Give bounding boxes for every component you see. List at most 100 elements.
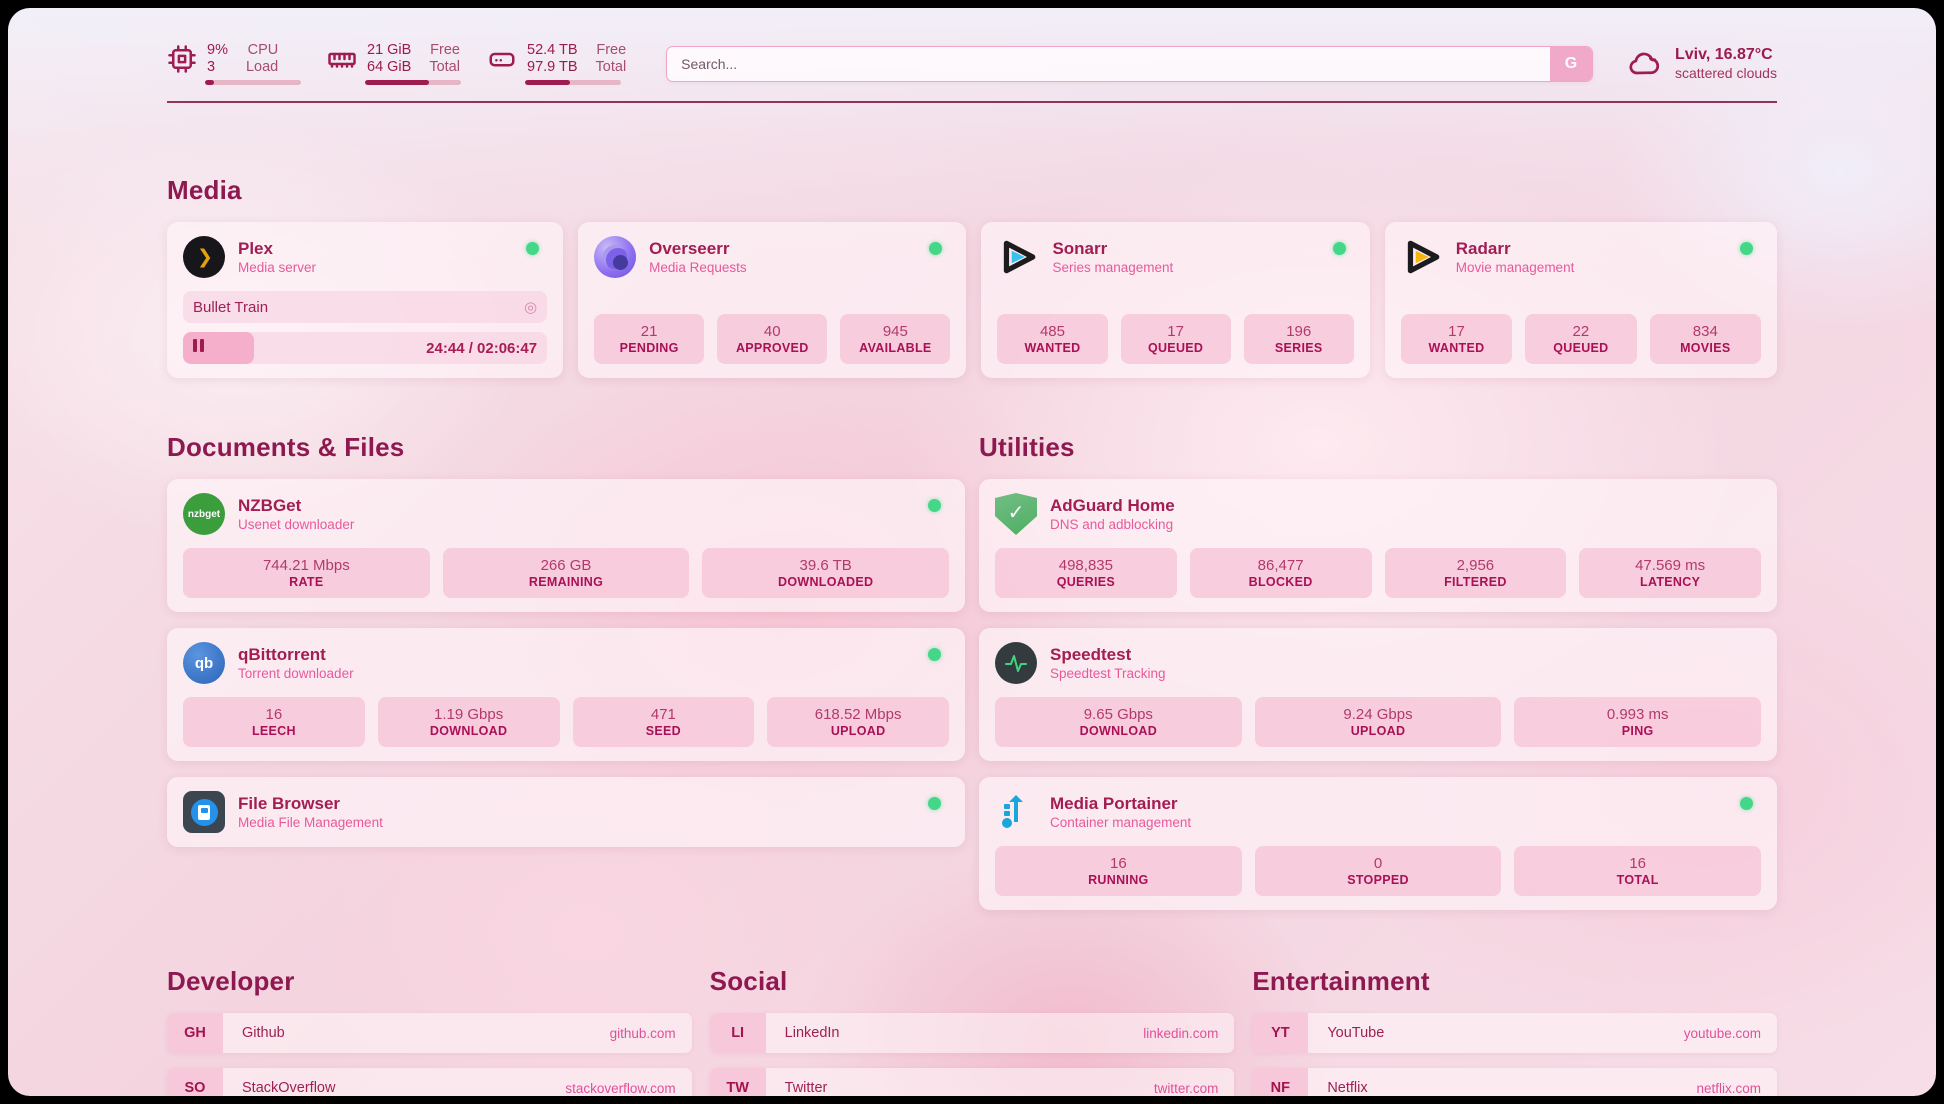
cpu-percent: 9% [207,42,228,58]
qbittorrent-stat-download: 1.19 Gbps DOWNLOAD [377,697,560,747]
memory-stat-widget: 21 GiB 64 GiB Free Total [327,42,461,85]
portainer-stat-stopped: 0 STOPPED [1254,846,1502,896]
radarr-status-dot [1740,242,1753,255]
plex-card[interactable]: ❯ Plex Media server Bullet Train ◎ [167,222,564,378]
sonarr-stat-queued: 17 QUEUED [1120,314,1231,364]
qbittorrent-stat-upload: 618.52 Mbps UPLOAD [767,697,949,747]
section-documents: Documents & Files nzbget NZBGet Usenet d… [167,432,965,910]
sonarr-card[interactable]: Sonarr Series management 485 WANTED 17 Q… [981,222,1370,378]
memory-label-1: Free [430,42,460,58]
top-bar: 9% 3 CPU Load [167,8,1777,85]
adguard-card[interactable]: ✓ AdGuard Home DNS and adblocking 498,83… [979,479,1777,612]
link-github[interactable]: GH Github github.com [167,1013,692,1053]
social-heading: Social [709,966,788,996]
adguard-title: AdGuard Home [1050,495,1175,515]
github-abbr-badge: GH [167,1013,223,1053]
sonarr-status-dot [1332,242,1346,255]
speedtest-title: Speedtest [1050,644,1132,664]
nzbget-stat-rate: 744.21 Mbps RATE [183,548,430,598]
now-playing-title: Bullet Train [193,298,269,316]
nzbget-card[interactable]: nzbget NZBGet Usenet downloader 744.21 M… [167,479,965,612]
sonarr-logo-icon [997,236,1039,278]
sonarr-title: Sonarr [1052,238,1108,258]
filebrowser-card[interactable]: File Browser Media File Management [167,777,965,847]
qbittorrent-title: qBittorrent [238,644,326,664]
portainer-stat-total: 16 TOTAL [1514,846,1762,896]
speedtest-stat-upload: 9.24 Gbps UPLOAD [1254,697,1502,747]
plex-status-dot [526,242,540,255]
overseerr-subtitle: Media Requests [649,259,747,275]
disk-label-1: Free [596,42,627,58]
sonarr-stat-series: 196 SERIES [1243,314,1354,364]
cpu-label-2: Load [245,59,279,75]
disk-total: 97.9 TB [527,59,578,75]
radarr-stat-queued: 22 QUEUED [1525,314,1637,364]
system-stats: 9% 3 CPU Load [167,42,626,85]
nzbget-logo-icon: nzbget [183,493,225,535]
radarr-stat-wanted: 17 WANTED [1400,314,1513,364]
qbittorrent-status-dot [928,648,941,661]
radarr-logo-icon [1401,236,1443,278]
weather-condition: scattered clouds [1675,64,1777,81]
adguard-stat-queries: 498,835 QUERIES [995,548,1177,598]
developer-heading: Developer [167,966,295,996]
cpu-stat-widget: 9% 3 CPU Load [167,42,301,85]
memory-free: 21 GiB [367,42,412,58]
qbittorrent-stat-seed: 471 SEED [572,697,755,747]
plex-logo-icon: ❯ [183,236,225,278]
memory-progress-bar [365,80,461,85]
overseerr-card[interactable]: Overseerr Media Requests 21 PENDING 40 A… [578,222,967,378]
overseerr-stat-pending: 21 PENDING [594,314,705,364]
search-provider-button[interactable]: G [1550,46,1592,81]
portainer-card[interactable]: Media Portainer Container management 16 … [979,777,1777,910]
portainer-subtitle: Container management [1050,814,1192,830]
portainer-logo-icon [995,791,1037,833]
disk-progress-bar [525,80,621,85]
weather-location-temp: Lviv, 16.87°C [1675,45,1773,63]
disk-icon [489,52,515,67]
qbittorrent-card[interactable]: qb qBittorrent Torrent downloader 16 LEE… [167,628,965,761]
overseerr-stat-approved: 40 APPROVED [717,314,828,364]
section-social: Social LI LinkedIn linkedin.com TW Twitt… [709,966,1235,1096]
overseerr-logo-icon [594,236,637,278]
disk-label-2: Total [595,59,627,75]
weather-widget[interactable]: Lviv, 16.87°C scattered clouds [1627,45,1777,83]
section-developer: Developer GH Github github.com SO StackO… [167,966,692,1096]
speedtest-logo-icon [995,642,1037,684]
portainer-stat-running: 16 RUNNING [995,846,1242,896]
media-heading: Media [167,175,242,205]
adguard-subtitle: DNS and adblocking [1050,516,1174,532]
plex-title: Plex [238,238,273,258]
sonarr-stat-wanted: 485 WANTED [997,314,1108,364]
radarr-card[interactable]: Radarr Movie management 17 WANTED 22 QUE… [1384,222,1777,378]
dashboard-screen: 9% 3 CPU Load [8,8,1936,1096]
adguard-logo-icon: ✓ [995,493,1037,535]
sonarr-subtitle: Series management [1052,259,1174,275]
twitter-abbr-badge: TW [709,1068,766,1096]
overseerr-title: Overseerr [649,238,730,258]
memory-label-2: Total [429,59,460,75]
section-utilities: Utilities ✓ AdGuard Home DNS and adblock… [979,432,1777,910]
disk-stat-widget: 52.4 TB 97.9 TB Free Total [487,42,626,85]
qbittorrent-stat-leech: 16 LEECH [183,697,365,747]
speedtest-card[interactable]: Speedtest Speedtest Tracking 9.65 Gbps D… [979,628,1777,761]
nzbget-title: NZBGet [238,495,302,515]
filebrowser-title: File Browser [238,793,341,813]
nzbget-status-dot [928,499,941,512]
adguard-stat-blocked: 86,477 BLOCKED [1189,548,1372,598]
filebrowser-logo-icon [183,791,225,833]
link-twitter[interactable]: TW Twitter twitter.com [709,1068,1235,1096]
adguard-stat-latency: 47.569 ms LATENCY [1579,548,1761,598]
nzbget-stat-remaining: 266 GB REMAINING [442,548,690,598]
plex-playback-progress: 24:44 / 02:06:47 [183,332,548,364]
disk-free: 52.4 TB [527,42,578,58]
search-input[interactable] [667,46,1550,81]
entertainment-heading: Entertainment [1252,966,1430,996]
link-linkedin[interactable]: LI LinkedIn linkedin.com [709,1013,1235,1053]
cpu-icon [168,45,196,73]
link-youtube[interactable]: YT YouTube youtube.com [1252,1013,1777,1053]
pause-icon [193,339,207,357]
link-netflix[interactable]: NF Netflix netflix.com [1252,1068,1777,1096]
portainer-title: Media Portainer [1050,793,1178,813]
link-stackoverflow[interactable]: SO StackOverflow stackoverflow.com [167,1068,692,1096]
